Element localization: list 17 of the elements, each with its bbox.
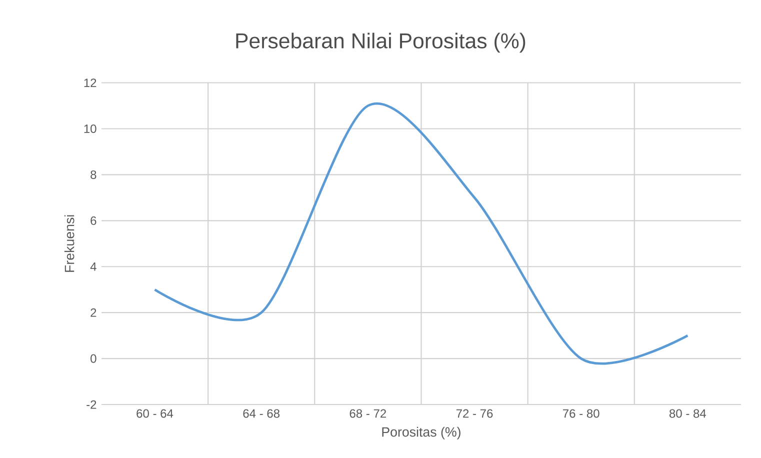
x-tick-label: 72 - 76: [456, 409, 493, 418]
y-tick-label: 2: [90, 308, 96, 317]
y-tick-label: -2: [86, 400, 96, 409]
x-tick-label: 64 - 68: [243, 409, 280, 418]
y-axis-title: Frekuensi: [64, 215, 74, 272]
x-tick-label: 80 - 84: [669, 409, 706, 418]
y-tick-label: 12: [84, 78, 96, 87]
x-tick-label: 76 - 80: [562, 409, 600, 418]
y-tick-label: 6: [90, 216, 96, 225]
y-tick-label: 8: [90, 170, 96, 179]
x-tick-label: 60 - 64: [136, 409, 174, 418]
y-tick-label: 4: [90, 262, 96, 271]
y-tick-label: 10: [84, 124, 96, 134]
y-tick-label: 0: [90, 354, 96, 363]
chart-title: Persebaran Nilai Porositas (%): [236, 32, 526, 53]
x-tick-label: 68 - 72: [350, 409, 386, 418]
x-axis-title: Porositas (%): [382, 426, 460, 440]
